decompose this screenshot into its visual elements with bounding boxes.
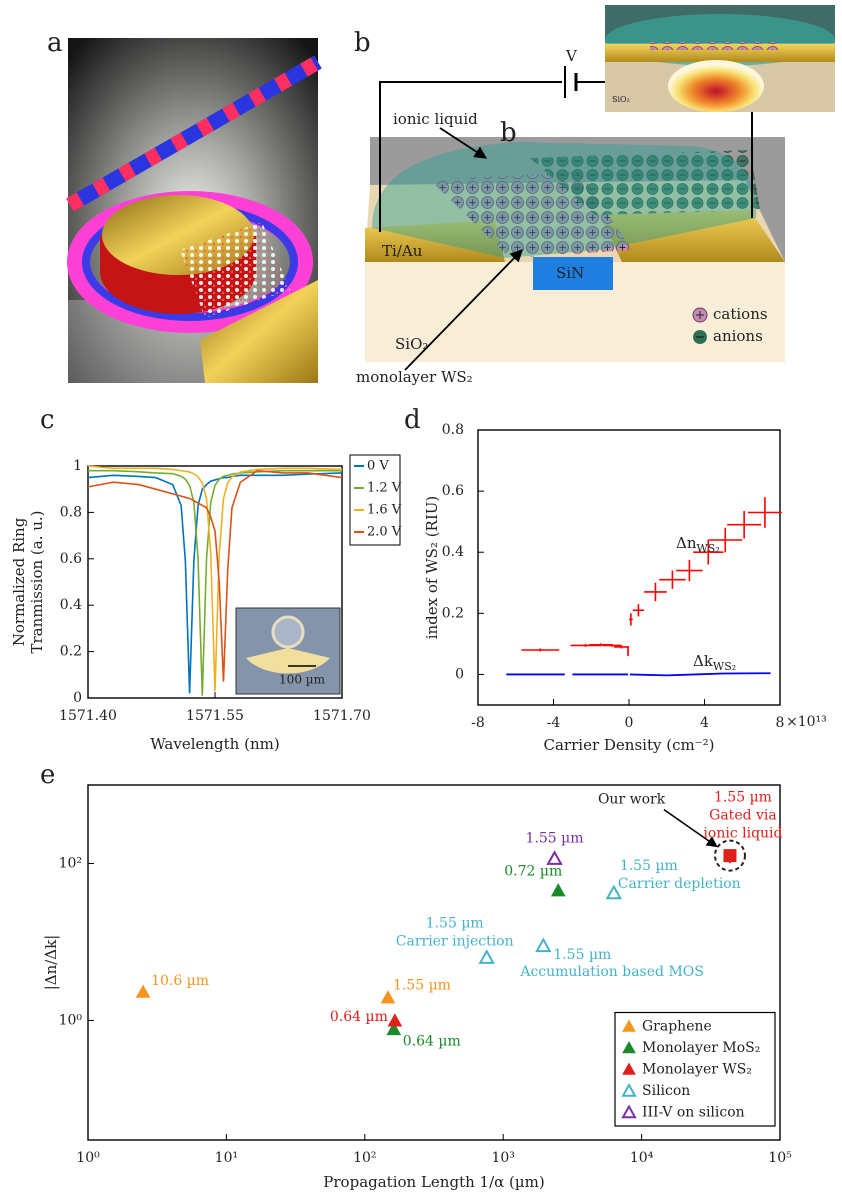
x-axis-label: Carrier Density (cm⁻²): [544, 736, 715, 754]
series-label-sub: WS₂: [713, 660, 736, 673]
y-tick-label: 1: [73, 458, 82, 474]
legend-label: 0 V: [367, 459, 389, 474]
point-label: 10.6 µm: [151, 973, 209, 989]
axis-multiplier: ×10¹³: [786, 714, 827, 730]
series-label-sub: WS₂: [697, 542, 720, 555]
y-tick-label: 10²: [59, 855, 82, 871]
y-tick-label: 0.2: [442, 605, 464, 621]
x-tick-label: 4: [700, 715, 709, 731]
y-axis-label: |Δn/Δk|: [42, 935, 60, 991]
y-axis-label: index of WS₂ (RIU): [423, 496, 441, 640]
legend-label: III-V on silicon: [642, 1105, 745, 1121]
y-axis-label: Normalized Ring: [10, 517, 28, 646]
panel-b: b V ionic liquid b Ti/Au SiN SiO₂ cation…: [354, 5, 835, 386]
point-label: 1.55 µm: [426, 916, 484, 932]
point-label: ionic liquid: [703, 826, 782, 842]
sub-label: b: [500, 118, 517, 148]
annotation: Our work: [598, 792, 666, 808]
legend-label: Graphene: [642, 1019, 712, 1035]
y-tick-label: 0: [73, 690, 82, 706]
y-axis-label: Tranmission (a. u.): [28, 510, 46, 653]
point-label: Carrier injection: [396, 934, 514, 950]
point-label: Accumulation based MOS: [519, 964, 704, 980]
x-tick-label: 0: [625, 715, 634, 731]
page: a b V ionic liquid b Ti/Au SiN SiO₂ cati…: [0, 0, 842, 1196]
waveguide-label: SiN: [556, 264, 584, 282]
y-tick-label: 0.4: [60, 597, 82, 613]
panel-label: d: [404, 405, 421, 435]
x-tick-label: 10⁴: [630, 1150, 654, 1166]
y-tick-label: 0.8: [442, 422, 464, 438]
inset-ring: [273, 617, 303, 647]
x-tick-label: 1571.55: [186, 708, 244, 724]
legend-label: Silicon: [642, 1083, 690, 1099]
x-tick-label: 1571.70: [313, 708, 371, 724]
legend-label: 1.2 V: [367, 481, 402, 496]
legend-label: Monolayer WS₂: [642, 1062, 752, 1078]
x-tick-label: -8: [471, 715, 485, 731]
x-tick-label: 10³: [491, 1150, 514, 1166]
panel-label: a: [47, 28, 63, 58]
y-tick-label: 10⁰: [59, 1012, 83, 1028]
y-tick-label: 0.8: [60, 504, 82, 520]
x-axis-label: Propagation Length 1/α (µm): [323, 1173, 544, 1191]
inset-substrate-label: SiO₂: [612, 95, 630, 104]
monolayer-label: monolayer WS₂: [356, 368, 473, 386]
marker: [724, 850, 736, 862]
point-label: 1.55 µm: [714, 790, 772, 806]
series-label-main: Δk: [693, 652, 714, 670]
x-axis-label: Wavelength (nm): [150, 735, 279, 753]
figure: a b V ionic liquid b Ti/Au SiN SiO₂ cati…: [0, 0, 842, 1196]
panel-label: b: [354, 28, 371, 58]
y-tick-label: 0: [455, 666, 464, 682]
x-tick-label: 10¹: [215, 1150, 238, 1166]
x-tick-label: -4: [547, 715, 561, 731]
series-label-main: Δn: [676, 534, 697, 552]
point-label: 0.64 µm: [403, 1033, 461, 1049]
legend-label: 1.6 V: [367, 503, 402, 518]
legend-label: Monolayer MoS₂: [642, 1040, 760, 1056]
point-label: 1.55 µm: [393, 978, 451, 994]
panel-label: e: [40, 760, 55, 790]
voltage-label: V: [565, 47, 578, 65]
x-tick-label: 10⁰: [76, 1150, 100, 1166]
y-tick-label: 0.4: [442, 544, 464, 560]
x-tick-label: 1571.40: [59, 708, 117, 724]
point-label: 0.64 µm: [330, 1009, 388, 1025]
y-tick-label: 0.2: [60, 644, 82, 660]
inset-mode: [668, 60, 764, 112]
y-tick-label: 0.6: [60, 551, 82, 567]
ionic-liquid-label: ionic liquid: [393, 110, 478, 128]
electrode-label: Ti/Au: [382, 242, 423, 260]
panel-a: a: [47, 28, 318, 383]
x-tick-label: 10⁵: [768, 1150, 792, 1166]
panel-label: c: [40, 405, 55, 435]
x-tick-label: 10²: [353, 1150, 376, 1166]
point-label: Gated via: [709, 808, 777, 824]
point-label: 1.55 µm: [526, 831, 584, 847]
point-label: 1.55 µm: [553, 947, 611, 963]
point-label: 0.72 µm: [504, 864, 562, 880]
substrate-label: SiO₂: [395, 335, 428, 353]
anions-label: anions: [713, 327, 763, 345]
point-label: 1.55 µm: [620, 858, 678, 874]
point-label: Carrier depletion: [618, 876, 741, 892]
cations-label: cations: [713, 305, 768, 323]
scale-label: 100 µm: [279, 673, 326, 687]
x-tick-label: 8: [776, 715, 785, 731]
y-tick-label: 0.6: [442, 483, 464, 499]
legend-label: 2.0 V: [367, 525, 402, 540]
inset-cations: [650, 42, 780, 50]
